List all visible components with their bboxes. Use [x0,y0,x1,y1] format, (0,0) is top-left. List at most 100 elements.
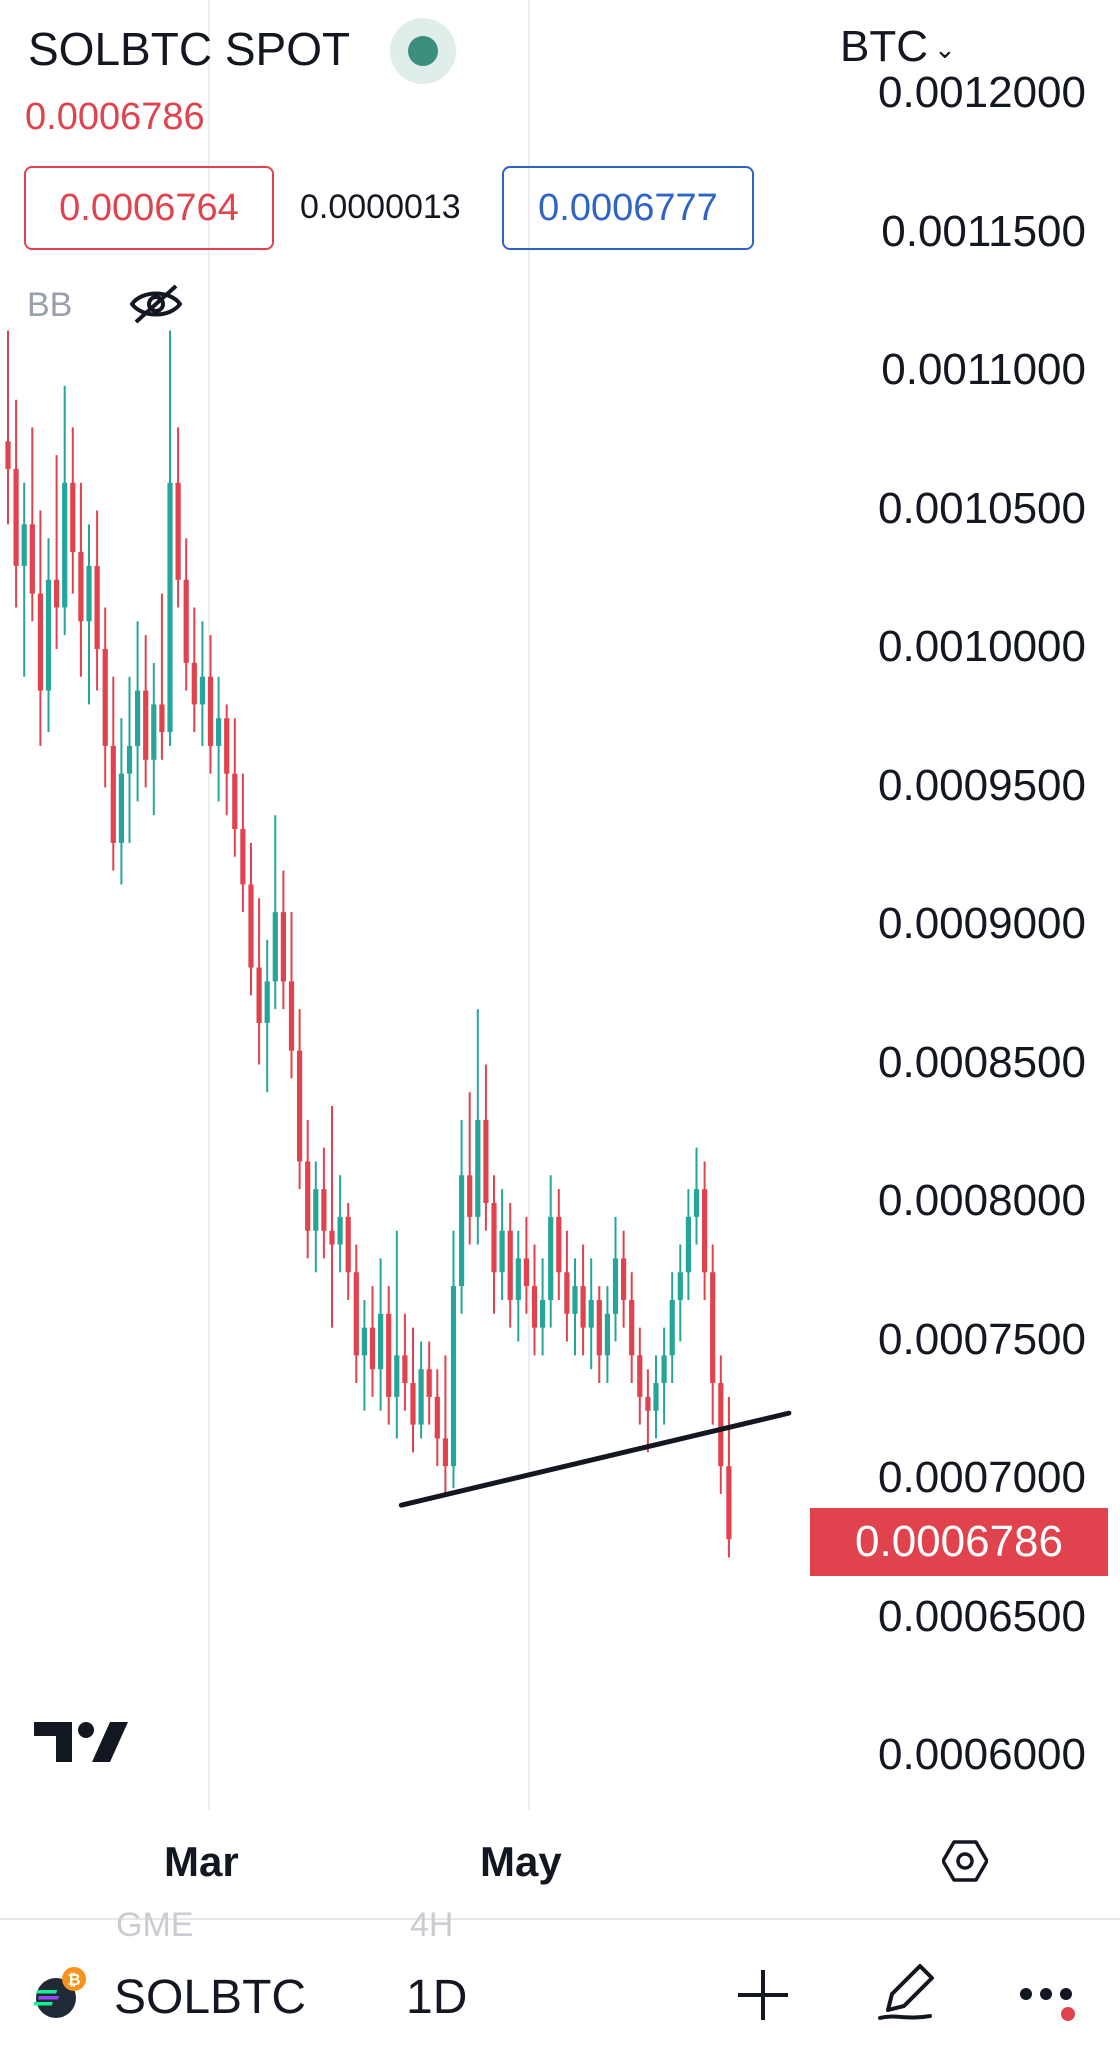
candle-body [580,1286,586,1328]
trendline[interactable] [398,1410,792,1508]
candle-body [378,1313,384,1370]
candle-body [54,579,60,608]
price-chart[interactable] [0,0,1120,1810]
candle-body [483,1119,489,1203]
bottom-symbol-button[interactable]: SOLBTC [114,1971,307,2024]
candle-body [402,1355,408,1384]
price-axis-label: 0.0010000 [878,622,1086,671]
candle-body [669,1299,675,1356]
currency-selector[interactable]: BTC ⌄ [840,22,956,72]
solana-bitcoin-icon: ₿ [34,1967,86,2018]
candle-body [13,468,19,566]
candle-body [151,704,157,760]
candle-body [572,1286,578,1314]
candle-body [70,482,76,553]
candle-body [216,718,222,746]
candle-body [143,690,149,760]
candle-body [718,1383,724,1467]
candle-body [224,718,230,774]
candle-body [475,1119,481,1217]
candle-body [531,1286,538,1328]
candle-body [434,1396,440,1439]
candle-body [45,579,52,691]
candle-body [515,1258,521,1300]
candle-body [321,1189,327,1231]
candle-body [94,565,100,649]
candle-body [629,1299,635,1356]
candle-body [175,482,181,580]
candle-body [280,912,286,982]
candle-body [248,884,254,968]
candle-body [588,1299,594,1328]
candle-body [256,967,262,1023]
plus-icon[interactable] [734,1966,792,2024]
buy-button[interactable]: 0.0006777 [502,166,754,250]
price-axis-label: 0.0009000 [878,899,1086,948]
candle-body [102,649,108,746]
candle-body [199,676,205,705]
spread-value: 0.0000013 [300,188,461,226]
price-axis-label: 0.0012000 [878,68,1086,117]
candle-body [645,1396,651,1411]
price-axis-label: 0.0009500 [878,760,1086,810]
candle-body [361,1327,367,1356]
candle-body [297,1050,303,1162]
candle-body [21,524,27,566]
price-axis-label: 0.0008500 [878,1037,1086,1087]
candle-body [183,579,189,663]
candle-body [167,482,173,733]
price-axis-label: 0.0007500 [878,1314,1086,1364]
price-axis-label: 0.0007000 [878,1453,1086,1502]
more-dots-icon[interactable] [1018,1982,1082,2022]
candle-body [118,773,124,843]
time-label-mar: Mar [164,1838,239,1885]
candle-body [596,1299,602,1356]
candle-body [702,1189,708,1273]
candle-body [313,1189,319,1231]
candle-body [726,1466,732,1540]
candle-body [345,1216,351,1273]
candle-body [653,1383,659,1411]
price-axis-label: 0.0006500 [878,1591,1086,1641]
candle-body [386,1313,392,1397]
candle-body [710,1272,716,1384]
candle-body [272,912,278,982]
current-price-tag: 0.0006786 [810,1508,1108,1576]
symbol-title[interactable]: SOLBTC SPOT [28,23,351,75]
candle-body [337,1216,343,1245]
candle-body [207,676,214,746]
eye-off-icon[interactable] [128,282,184,326]
settings-hexagon-icon[interactable] [942,1838,988,1884]
candle-body [637,1355,643,1397]
candle-body [78,552,84,622]
candle-body [191,662,197,705]
candle-body [329,1230,335,1245]
market-status-indicator [390,18,456,84]
candle-body [450,1286,457,1467]
sell-button[interactable]: 0.0006764 [24,166,274,250]
candle-body [677,1272,683,1300]
price-axis-label: 0.0011000 [881,345,1086,394]
candle-body [523,1258,529,1287]
tradingview-logo [34,1722,128,1762]
candle-body [232,773,238,830]
candle-body [410,1383,416,1425]
candlestick-series [5,330,732,1558]
pen-icon[interactable] [874,1958,940,2024]
candle-body [37,593,43,691]
candle-body [442,1438,448,1467]
candle-body [426,1369,432,1397]
candle-body [540,1299,546,1328]
ghost-text-right: 4H [410,1906,454,1944]
candle-body [353,1272,359,1356]
candle-body [604,1313,610,1356]
price-axis-label: 0.0011500 [881,206,1086,256]
time-label-may: May [480,1838,562,1885]
indicator-label-bb[interactable]: BB [27,286,73,324]
currency-label: BTC [840,22,928,71]
candle-body [556,1216,562,1273]
candle-body [491,1203,497,1273]
candle-body [110,745,116,843]
candle-body [135,690,141,746]
interval-button[interactable]: 1D [406,1971,468,2024]
